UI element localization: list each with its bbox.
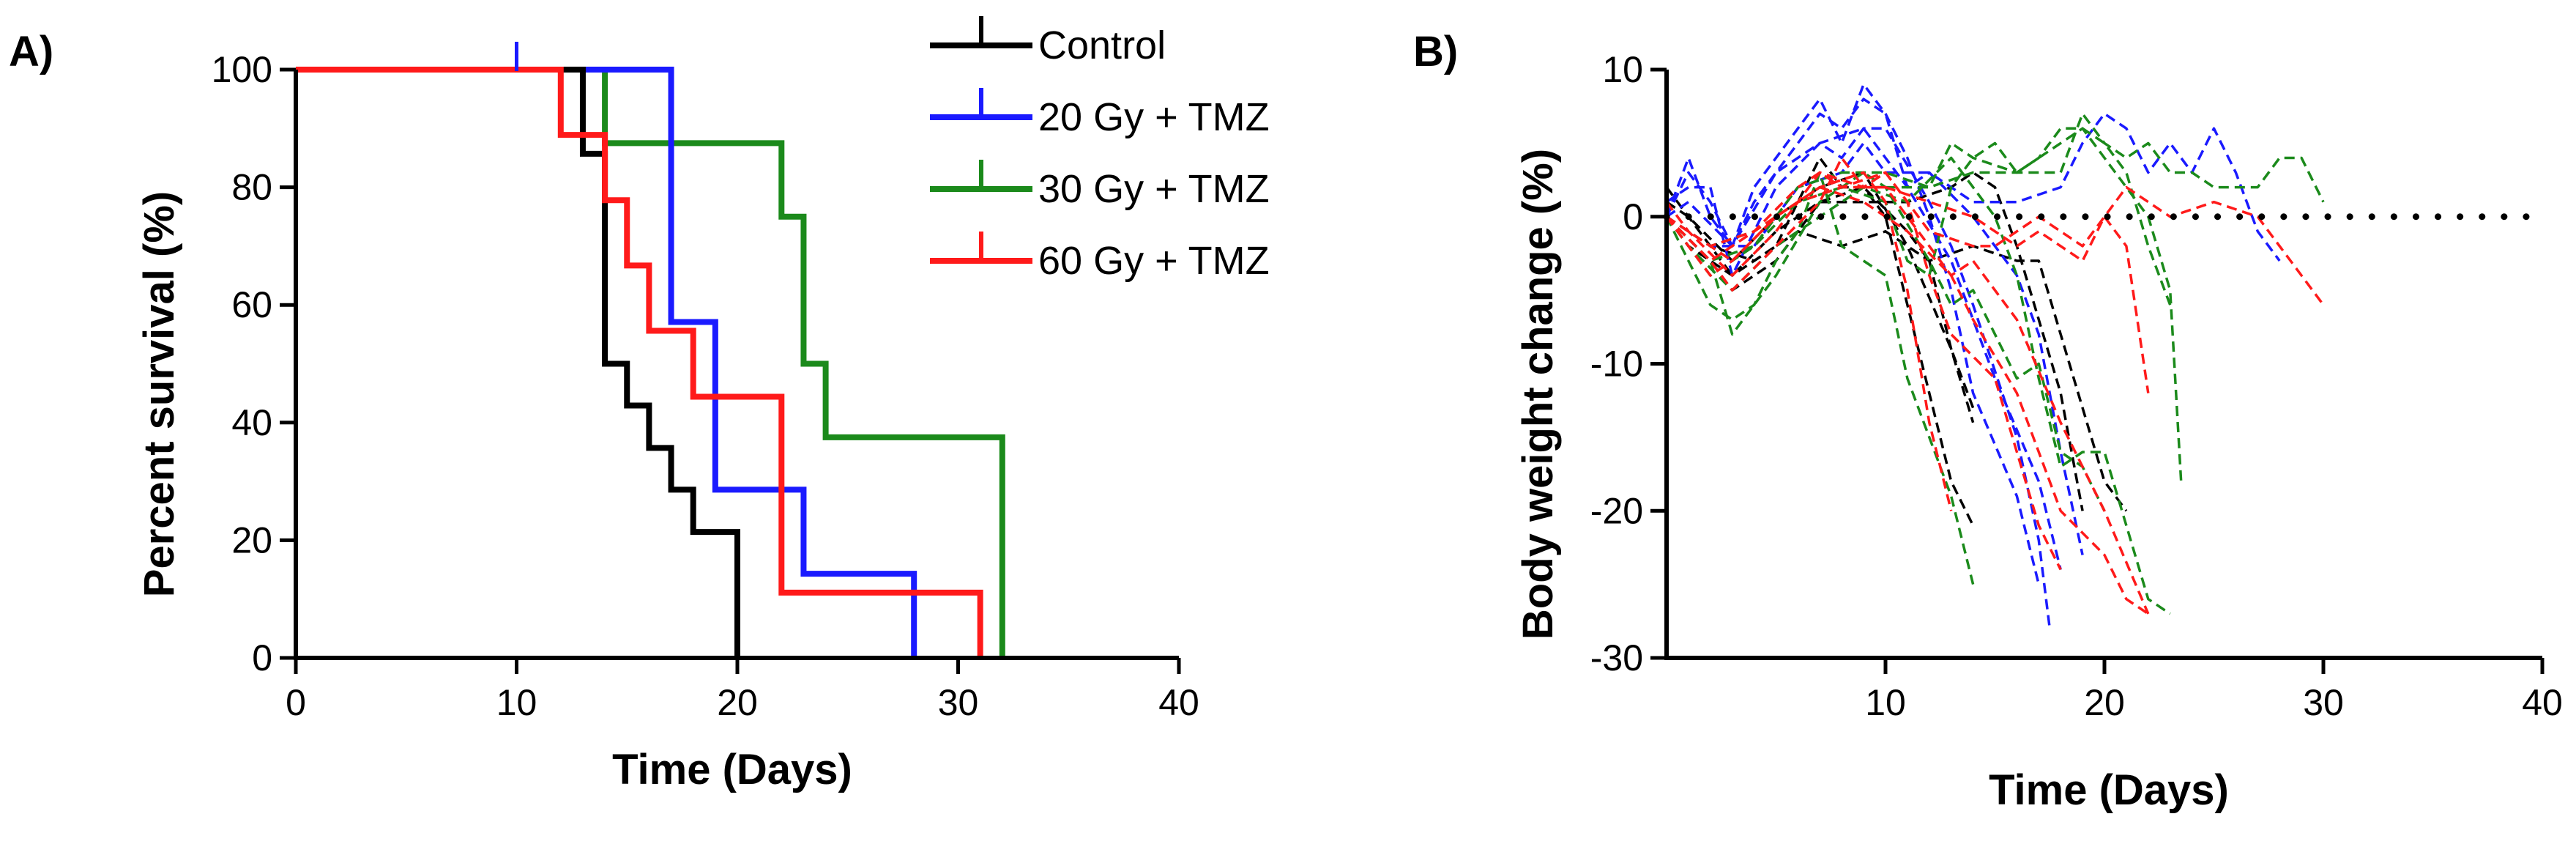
legend-entry-0: Control — [930, 16, 1166, 67]
survival-line-3 — [296, 67, 983, 658]
survival-axes: 0 20 40 60 80 100 0 10 20 30 40 — [212, 49, 1199, 723]
weight-y-tick-label: 10 — [1602, 49, 1643, 90]
weight-trace-3-5 — [1666, 185, 2149, 615]
survival-x-tick-label: 20 — [717, 682, 758, 723]
survival-y-tick-label: 100 — [212, 49, 272, 90]
body-weight-series-group — [1663, 83, 2546, 629]
weight-y-tick-label: 0 — [1623, 196, 1643, 237]
survival-y-tick-label: 0 — [252, 637, 272, 678]
weight-trace-3-2 — [1665, 156, 2150, 615]
weight-trace-2-2 — [1665, 171, 2106, 512]
body-weight-chart: B) -30 -20 -10 0 10 10 20 30 40 Time (Days) Body… — [1413, 28, 2563, 814]
weight-trace-1-1 — [1665, 97, 2062, 570]
survival-x-tick-label: 10 — [496, 682, 537, 723]
survival-series-group — [296, 42, 1005, 658]
survival-x-axis-title: Time (Days) — [612, 746, 852, 793]
legend-entry-1: 20 Gy + TMZ — [930, 88, 1270, 139]
legend-label-2: 30 Gy + TMZ — [1038, 167, 1270, 211]
legend-label-3: 60 Gy + TMZ — [1038, 239, 1270, 283]
weight-trace-2-0 — [1665, 171, 1975, 585]
survival-chart: A) 0 20 40 60 80 100 0 10 20 30 40 Control 20 Gy + … — [9, 16, 1270, 793]
panel-b-label: B) — [1413, 28, 1458, 75]
survival-line-0 — [296, 67, 740, 658]
weight-x-tick-label: 10 — [1865, 682, 1906, 723]
weight-trace-2-4 — [1665, 127, 2183, 482]
weight-trace-1-2 — [1666, 127, 2052, 629]
weight-y-tick-label: -20 — [1590, 490, 1643, 531]
weight-x-tick-label: 20 — [2084, 682, 2125, 723]
body-weight-axes: -30 -20 -10 0 10 10 20 30 40 — [1590, 49, 2563, 723]
survival-y-tick-label: 80 — [231, 167, 272, 208]
weight-x-tick-label: 30 — [2303, 682, 2344, 723]
weight-x-tick-label: 40 — [2522, 682, 2563, 723]
survival-x-tick-label: 40 — [1158, 682, 1199, 723]
legend-entry-2: 30 Gy + TMZ — [930, 160, 1270, 211]
survival-legend: Control 20 Gy + TMZ 30 Gy + TMZ 60 Gy + TMZ — [930, 16, 1270, 283]
survival-x-tick-label: 30 — [938, 682, 979, 723]
weight-y-tick-label: -30 — [1590, 637, 1643, 678]
body-weight-x-axis-title: Time (Days) — [1989, 766, 2229, 814]
legend-label-0: Control — [1038, 23, 1166, 67]
legend-entry-3: 60 Gy + TMZ — [930, 232, 1270, 283]
survival-y-tick-label: 20 — [231, 519, 272, 560]
survival-y-axis-title: Percent survival (%) — [135, 191, 183, 597]
weight-trace-3-3 — [1666, 185, 2150, 393]
survival-y-tick-label: 60 — [231, 284, 272, 325]
weight-trace-0-0 — [1665, 156, 1975, 527]
weight-trace-1-3 — [1666, 127, 2084, 555]
body-weight-y-axis-title: Body weight change (%) — [1514, 149, 1562, 640]
legend-label-1: 20 Gy + TMZ — [1038, 95, 1270, 139]
weight-y-tick-label: -10 — [1590, 344, 1643, 385]
survival-line-1 — [296, 67, 917, 658]
weight-trace-0-3 — [1666, 215, 2128, 512]
survival-x-tick-label: 0 — [286, 682, 306, 723]
panel-a-label: A) — [9, 28, 53, 75]
survival-y-tick-label: 40 — [231, 402, 272, 443]
survival-line-2 — [296, 67, 1005, 658]
